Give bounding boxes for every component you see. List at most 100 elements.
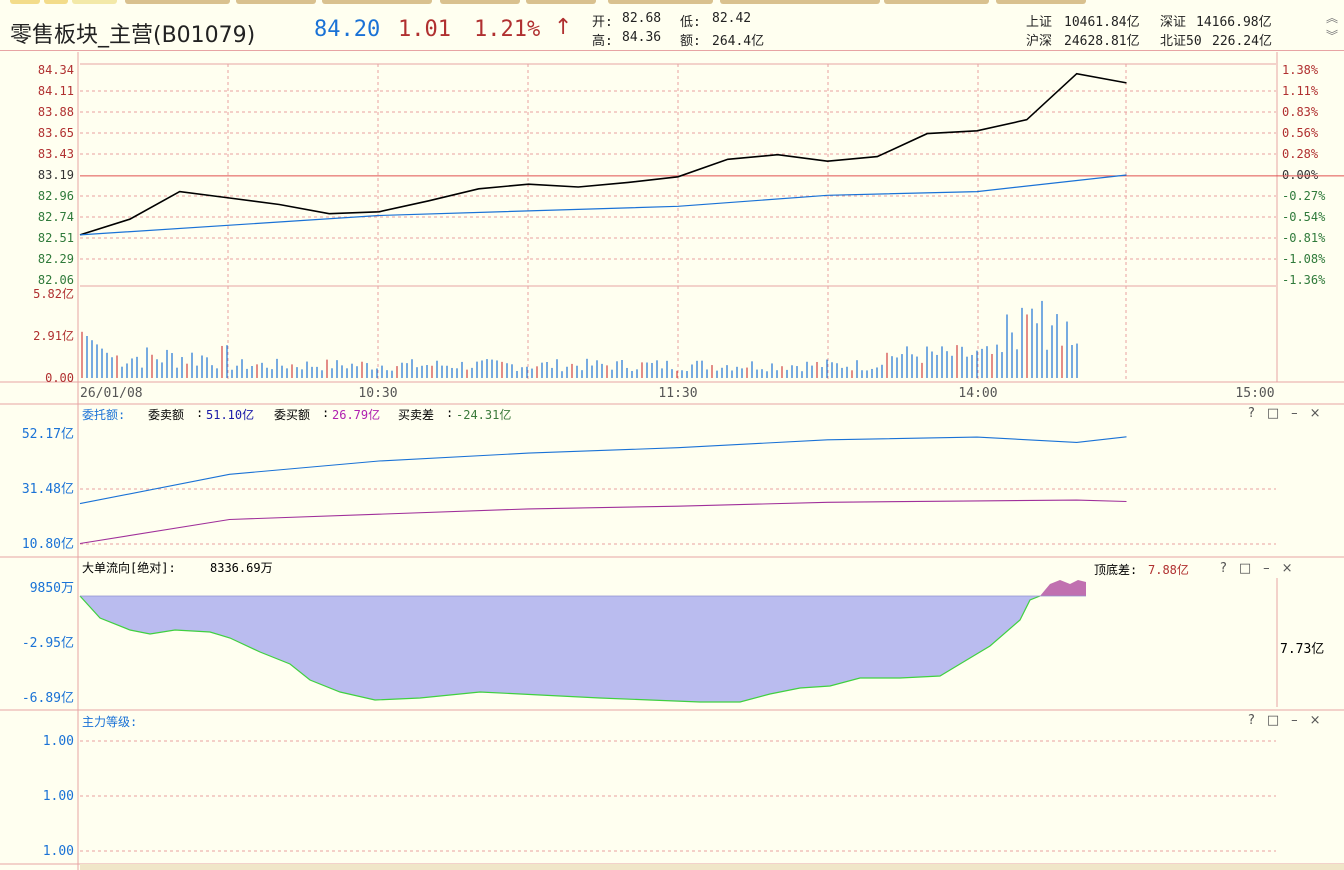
x-tick: 11:30 [658, 386, 697, 401]
main-level-tick: 1.00 [43, 734, 74, 749]
index-value: 226.24亿 [1212, 34, 1272, 49]
chart-area: 84.34 1.38% 84.11 1.11% 83.88 0.83% 83.65 0.56%… [0, 52, 1344, 870]
low-value: 82.42 [712, 11, 752, 26]
y-tick-right: -1.08% [1282, 252, 1326, 266]
x-tick: 26/01/08 [80, 386, 143, 401]
flow-positive-area [1040, 580, 1086, 596]
y-tick-right: 0.83% [1282, 105, 1319, 119]
top-bottom-label: 顶底差: [1094, 563, 1138, 577]
buy-order-value: 26.79亿 [332, 408, 381, 422]
y-tick-right: 0.28% [1282, 147, 1319, 161]
volume-tick: 5.82亿 [33, 286, 74, 301]
up-arrow-icon: ↑ [554, 15, 573, 40]
tab-chip[interactable] [10, 0, 40, 4]
index-name: 上证 [1026, 15, 1053, 30]
high-value: 84.36 [622, 30, 662, 45]
tab-chip[interactable] [608, 0, 713, 4]
buy-order-label: 委买额 [274, 408, 311, 422]
time-axis: 26/01/08 10:30 11:30 14:00 15:00 [80, 386, 1275, 401]
y-tick-right: -1.36% [1282, 273, 1326, 287]
price-change: 1.01 [398, 17, 451, 42]
frames [0, 52, 1344, 870]
main-level-tick: 1.00 [43, 789, 74, 804]
order-series-line [79, 436, 1127, 505]
open-value: 82.68 [622, 11, 662, 26]
bottom-scrollbar [80, 864, 1344, 870]
diff-label: 买卖差 [398, 408, 435, 422]
quote-header: 零售板块_主营(B01079) 84.20 1.01 1.21% ↑ 开: 82… [0, 5, 1344, 51]
tab-chip[interactable] [996, 0, 1086, 4]
tab-chip[interactable] [526, 0, 596, 4]
diff-value: -24.31亿 [456, 408, 512, 422]
tab-chip[interactable] [322, 0, 432, 4]
y-tick-left: 83.88 [38, 105, 74, 119]
y-tick-right: -0.81% [1282, 231, 1326, 245]
y-tick-left: 84.34 [38, 63, 74, 77]
top-tab-strip [0, 0, 1344, 5]
volume-panel: 5.82亿 2.91亿 0.00 [33, 286, 1078, 385]
y-tick-left: 83.65 [38, 126, 74, 140]
colon: : [196, 406, 204, 420]
tab-chip[interactable] [44, 0, 68, 4]
sell-order-value: 51.10亿 [206, 408, 255, 422]
stock-title: 零售板块_主营(B01079) [10, 23, 256, 48]
y-tick-right: 0.00% [1282, 168, 1319, 182]
sell-order-label: 委卖额 [148, 408, 185, 422]
bigorder-panel: 9850万 -2.95亿 -6.89亿 [22, 580, 1086, 706]
y-tick-left: 82.74 [38, 210, 74, 224]
y-tick-right: 0.56% [1282, 126, 1319, 140]
y-tick-right: -0.27% [1282, 189, 1326, 203]
flow-line [79, 595, 1041, 703]
colon: : [322, 406, 330, 420]
y-tick-left: 82.29 [38, 252, 74, 266]
flow-tick: 9850万 [30, 581, 74, 596]
price-panel [79, 72, 1127, 236]
main-level-tick: 1.00 [43, 844, 74, 859]
order-tick: 10.80亿 [22, 537, 74, 552]
tab-chip[interactable] [72, 0, 117, 4]
price-change-pct: 1.21% [474, 17, 541, 42]
order-panel-controls[interactable]: ?□–× [1248, 406, 1333, 421]
index-name: 深证 [1160, 15, 1187, 30]
open-label: 开: [592, 15, 613, 30]
y-tick-right: 1.11% [1282, 84, 1319, 98]
volume-tick: 0.00 [45, 371, 74, 385]
tab-chip[interactable] [720, 0, 880, 4]
amount-value: 264.4亿 [712, 34, 765, 49]
bigorder-title: 大单流向[绝对]: [82, 561, 176, 575]
order-tick: 52.17亿 [22, 427, 74, 442]
flow-tick: -6.89亿 [22, 691, 74, 706]
colon: : [446, 406, 454, 420]
price-line [79, 72, 1127, 236]
main-level-controls[interactable]: ?□–× [1248, 713, 1333, 728]
flow-tick: -2.95亿 [22, 636, 74, 651]
volume-tick: 2.91亿 [33, 328, 74, 343]
bigorder-panel-controls[interactable]: ?□–× [1220, 561, 1305, 576]
low-label: 低: [680, 15, 701, 30]
main-level-panel: 1.00 1.00 1.00 [43, 734, 1344, 870]
tab-chip[interactable] [236, 0, 316, 4]
index-value: 14166.98亿 [1196, 15, 1272, 30]
y-tick-left: 83.43 [38, 147, 74, 161]
bigorder-value: 8336.69万 [210, 561, 273, 575]
x-tick: 15:00 [1235, 386, 1274, 401]
order-panel: 52.17亿 31.48亿 10.80亿 [22, 427, 1276, 552]
order-series-line [79, 499, 1127, 545]
amount-label: 额: [680, 34, 701, 49]
x-tick: 14:00 [958, 386, 997, 401]
scroll-down-icon[interactable]: ︾ [1325, 29, 1338, 43]
main-level-title: 主力等级: [82, 715, 138, 729]
last-price: 84.20 [314, 17, 381, 42]
order-tick: 31.48亿 [22, 482, 74, 497]
bigorder-side-value: 7.73亿 [1280, 642, 1325, 657]
grid: 84.34 1.38% 84.11 1.11% 83.88 0.83% 83.65 0.56%… [38, 63, 1344, 382]
index-value: 10461.84亿 [1064, 15, 1140, 30]
index-value: 24628.81亿 [1064, 34, 1140, 49]
index-name: 北证50 [1160, 34, 1202, 49]
y-tick-right: 1.38% [1282, 63, 1319, 77]
scroll-up-icon[interactable]: ︽ [1325, 11, 1338, 25]
tab-chip[interactable] [884, 0, 989, 4]
top-bottom-value: 7.88亿 [1148, 563, 1189, 577]
tab-chip[interactable] [125, 0, 230, 4]
tab-chip[interactable] [440, 0, 520, 4]
